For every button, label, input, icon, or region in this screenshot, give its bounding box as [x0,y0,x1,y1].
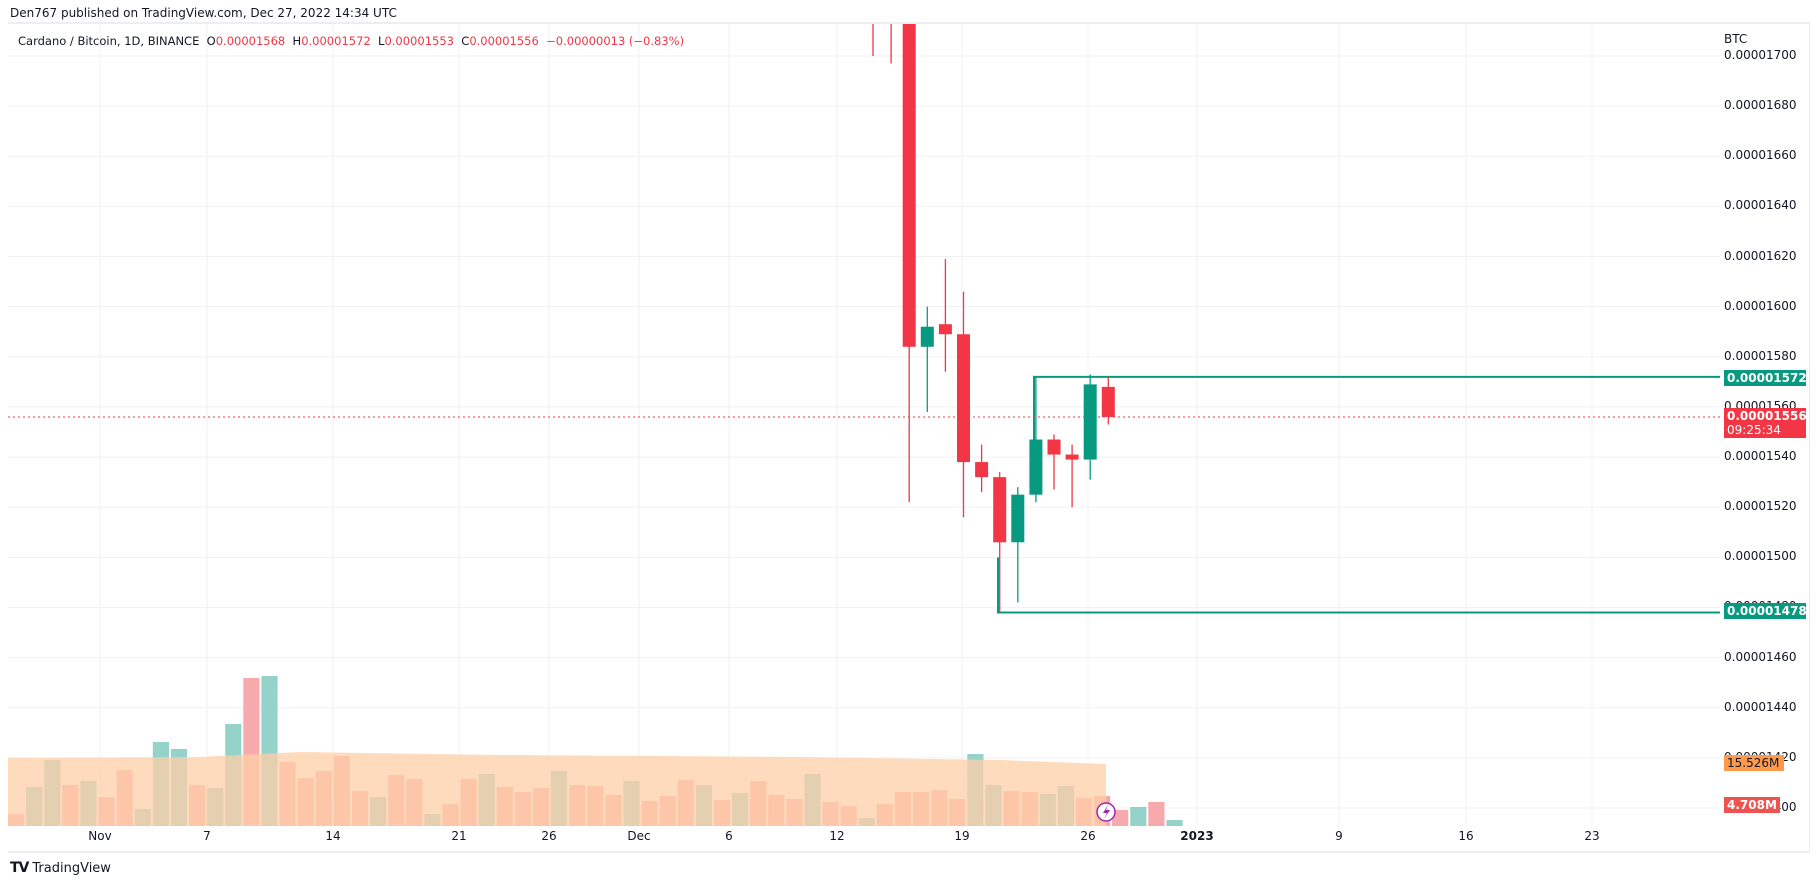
time-tick: 6 [725,829,733,843]
support-price-tag: 0.00001478 [1724,603,1807,619]
time-tick: Dec [627,829,651,843]
time-tick: 26 [541,829,557,843]
chart-frame[interactable] [8,22,1810,853]
price-tick: 0.00001520 [1724,499,1797,514]
time-tick: 7 [203,829,211,843]
price-tick: 0.00001680 [1724,98,1797,113]
volume-tag: 4.708M [1724,797,1780,813]
volume-ma-tag: 15.526M [1724,755,1784,771]
time-tick: 16 [1458,829,1474,843]
price-tick: 0.00001640 [1724,198,1797,213]
price-tick: 0.00001540 [1724,449,1797,464]
low-value: 0.00001553 [384,34,454,48]
time-tick: 23 [1584,829,1600,843]
tradingview-logo-icon: 𝗧𝗩 [10,860,29,876]
tradingview-logo[interactable]: 𝗧𝗩 TradingView [10,860,111,876]
currency-label: BTC [1724,32,1748,46]
price-tick: 0.00001500 [1724,549,1797,564]
price-tick: 0.00001440 [1724,699,1797,714]
time-tick: 26 [1080,829,1096,843]
price-tick: 0.00001460 [1724,649,1797,664]
close-value: 0.00001556 [469,34,539,48]
time-tick: Nov [88,829,112,843]
time-tick: 9 [1335,829,1343,843]
price-tick: 0.00001660 [1724,148,1797,163]
countdown: 09:25:34 [1727,423,1781,437]
current-price-tag: 0.00001556 09:25:34 [1724,408,1807,438]
time-tick: 12 [829,829,845,843]
time-tick: 21 [451,829,467,843]
symbol-label: Cardano / Bitcoin, 1D, BINANCE [18,34,200,48]
price-tick: 0.00001620 [1724,248,1797,263]
price-tick: 0.00001700 [1724,48,1797,62]
ohlc-legend: Cardano / Bitcoin, 1D, BINANCE O0.000015… [18,34,685,48]
change-value: −0.00000013 (−0.83%) [546,34,685,48]
resistance-price-tag: 0.00001572 [1724,370,1807,386]
lightning-bolt-icon [1103,805,1110,819]
time-tick: 19 [954,829,970,843]
high-value: 0.00001572 [301,34,371,48]
publisher-line: Den767 published on TradingView.com, Dec… [10,6,397,20]
price-tick: 0.00001580 [1724,348,1797,363]
price-tick: 0.00001600 [1724,298,1797,313]
time-tick: 14 [325,829,341,843]
time-tick: 2023 [1180,829,1214,843]
open-value: 0.00001568 [215,34,286,48]
